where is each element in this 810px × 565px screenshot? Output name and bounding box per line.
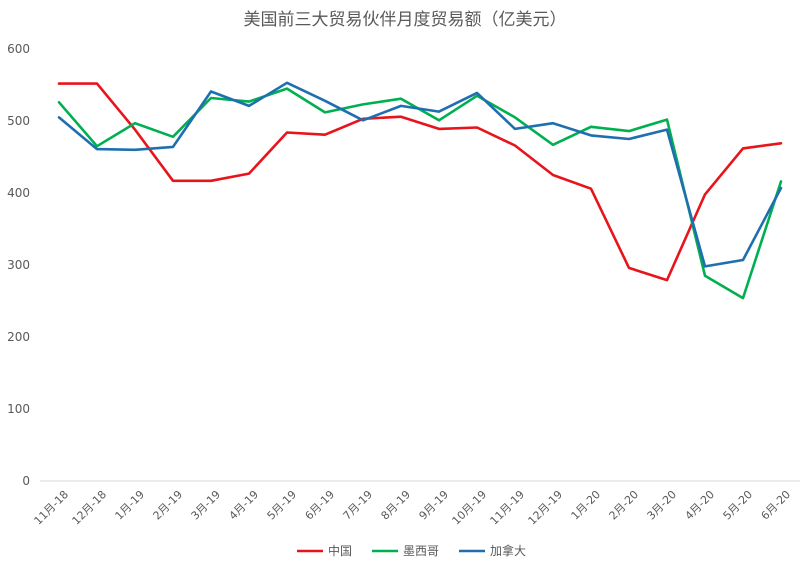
y-tick-label: 500 [7,114,30,128]
chart-title: 美国前三大贸易伙伴月度贸易额（亿美元） [244,10,567,30]
legend: 中国 墨西哥 加拿大 [297,543,526,558]
x-tick-label: 3月-19 [188,488,223,523]
y-tick-label: 600 [7,42,30,56]
legend-label: 加拿大 [490,543,526,558]
x-tick-label: 9月-19 [416,488,451,523]
series-lines [57,81,783,300]
y-tick-label: 0 [22,474,30,488]
legend-label: 中国 [328,543,352,558]
x-tick-label: 6月-19 [302,488,337,523]
x-tick-label: 7月-19 [340,488,375,523]
x-tick-label: 6月-20 [758,488,793,523]
x-tick-label: 4月-20 [682,488,717,523]
x-tick-label: 10月-19 [450,488,490,528]
x-tick-label: 2月-20 [606,488,641,523]
x-tick-label: 12月-19 [526,488,566,528]
x-tick-label: 1月-19 [112,488,147,523]
y-tick-label: 100 [7,402,30,416]
x-tick-label: 1月-20 [568,488,603,523]
y-tick-label: 400 [7,186,30,200]
x-tick-label: 11月-19 [488,488,528,528]
y-axis-tick-labels: 0 100 200 300 400 500 600 [7,42,30,488]
x-tick-label: 5月-20 [720,488,755,523]
legend-label: 墨西哥 [403,544,439,558]
series-line-0 [57,82,783,282]
series-line-2 [57,81,783,268]
x-tick-label: 11月-18 [32,488,72,528]
x-tick-label: 8月-19 [378,488,413,523]
x-tick-label: 4月-19 [226,488,261,523]
x-tick-label: 12月-18 [70,488,110,528]
x-tick-label: 3月-20 [644,488,679,523]
x-tick-label: 5月-19 [264,488,299,523]
y-tick-label: 300 [7,258,30,272]
y-tick-label: 200 [7,330,30,344]
x-tick-label: 2月-19 [150,488,185,523]
